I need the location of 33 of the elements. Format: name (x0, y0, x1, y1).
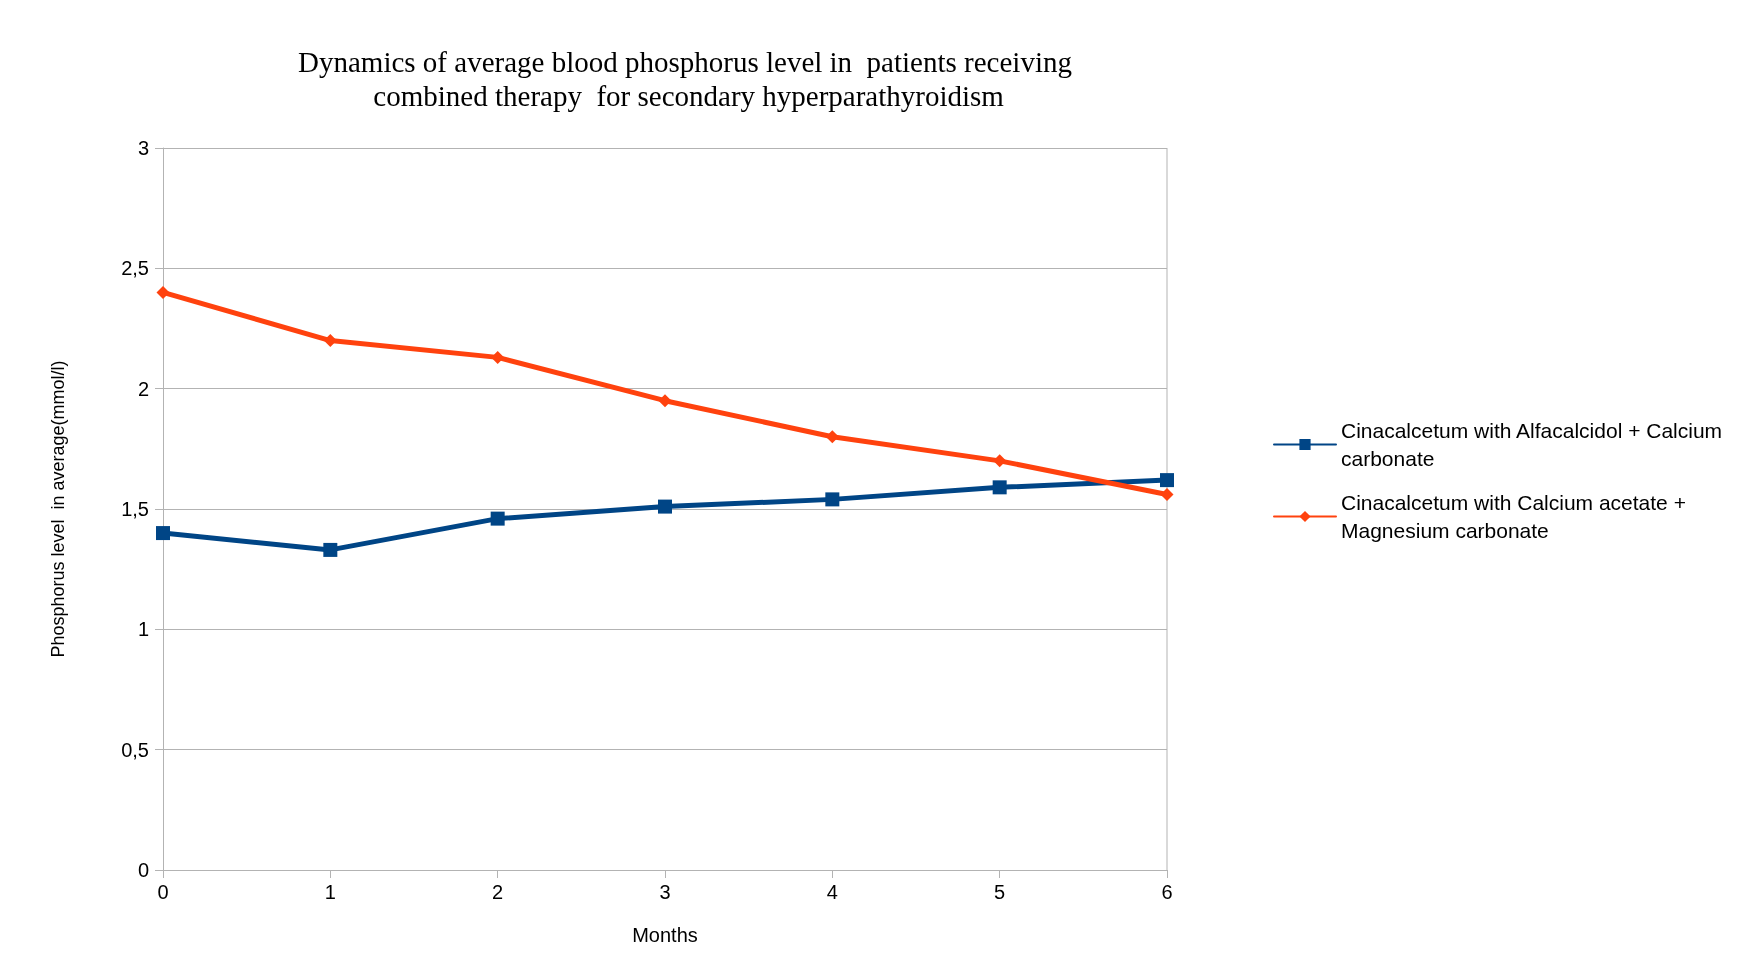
x-axis-title: Months (632, 924, 698, 946)
y-tick-label: 0 (137, 859, 149, 881)
y-tick-label: 2 (137, 377, 149, 400)
point (825, 492, 840, 507)
y-tick-label: 2,5 (121, 257, 149, 280)
point (1160, 488, 1174, 502)
point (1160, 473, 1174, 488)
point (156, 285, 170, 299)
x-tick-label: 4 (826, 881, 838, 903)
chart-title: Dynamics of average blood phosphorus level in patients receiving combined therapy for secondary hyperparathyroidism (298, 46, 1072, 112)
x-tick-label: 6 (1161, 881, 1173, 903)
point (993, 454, 1007, 468)
point (491, 350, 505, 364)
y-axis-title: Phosphorus level in average(mmol/l) (48, 360, 68, 658)
point (658, 499, 672, 514)
x-tick-label: 1 (324, 881, 336, 903)
point (825, 430, 839, 444)
legend-label: Cinacalcetum with Alfacalcidol + Calcium carbonate (1341, 419, 1728, 470)
x-tick-label: 0 (157, 881, 169, 903)
point (323, 542, 338, 557)
point (992, 480, 1007, 495)
x-tick-label: 3 (659, 881, 671, 903)
x-tick-label: 5 (994, 881, 1006, 903)
y-tick-label: 0,5 (121, 738, 149, 761)
point (323, 334, 337, 348)
legend-label: Cinacalcetum with Calcium acetate + Magnesium carbonate (1341, 491, 1692, 542)
x-tick-label: 2 (492, 881, 504, 903)
point (658, 394, 672, 408)
y-tick-label: 1,5 (121, 498, 149, 520)
point (490, 511, 505, 526)
y-tick-label: 3 (137, 137, 149, 159)
point (156, 526, 170, 541)
y-tick-label: 1 (137, 618, 149, 641)
